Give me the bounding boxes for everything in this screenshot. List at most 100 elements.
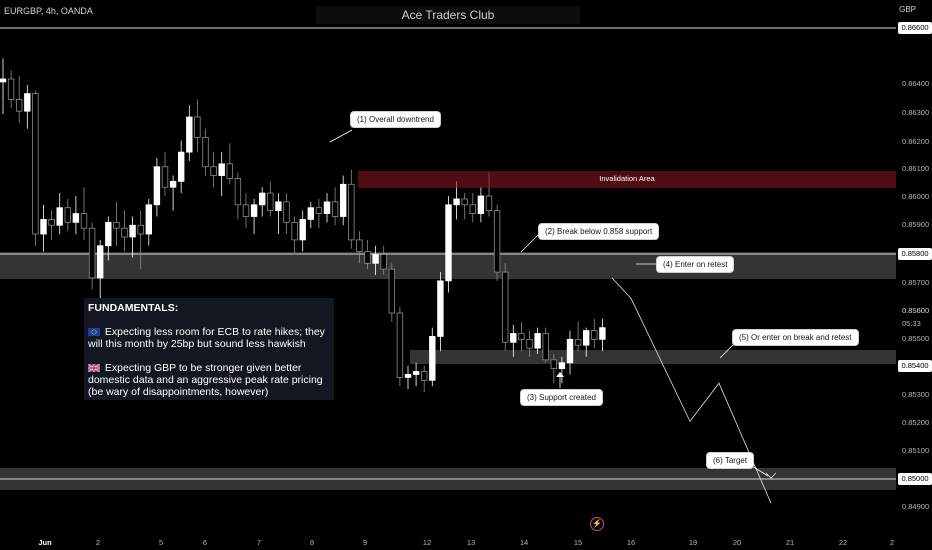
candle-body	[437, 280, 444, 337]
candle-body	[267, 192, 274, 212]
candle-body	[32, 93, 39, 235]
candle-body	[0, 78, 7, 83]
candle-body	[493, 210, 501, 273]
candle-body	[129, 224, 136, 238]
candle-body	[80, 213, 88, 229]
time-tick: 21	[785, 538, 795, 547]
time-tick: 12	[422, 538, 432, 547]
annotation-break-below[interactable]: (2) Break below 0.858 support	[538, 223, 660, 240]
candle-body	[169, 180, 177, 188]
time-tick: 15	[573, 538, 583, 547]
candle-body	[153, 166, 161, 206]
price-tick: 0.85300	[902, 390, 930, 399]
candle-body	[388, 268, 395, 314]
candle-body	[210, 166, 217, 176]
candle-body	[429, 336, 436, 381]
price-tick: 0.84900	[902, 502, 930, 511]
target-arrow-icon	[765, 472, 777, 479]
candle-body	[542, 333, 549, 361]
candle-body	[558, 362, 566, 370]
time-tick: 6	[202, 538, 208, 547]
candle-body	[315, 207, 323, 214]
candle-body	[453, 198, 460, 206]
invalidation-label: Invalidation Area	[599, 174, 655, 183]
flag-uk-icon	[88, 364, 100, 372]
candle-body	[145, 204, 152, 235]
time-tick: 7	[256, 538, 262, 547]
candle-body	[64, 207, 71, 223]
annotation-break-and-retest[interactable]: (5) Or enter on break and retest	[732, 329, 859, 346]
time-tick: 16	[626, 538, 636, 547]
candle-body	[461, 198, 468, 206]
candle-body	[88, 227, 96, 279]
candle-body	[40, 219, 47, 235]
invalidation-area: Invalidation Area	[358, 171, 896, 188]
price-tick: 0.86400	[902, 79, 930, 88]
candle-body	[72, 213, 80, 223]
bar-countdown: 05:33	[902, 319, 921, 328]
price-tag: 0.85400	[898, 360, 932, 372]
candle-body	[258, 192, 266, 206]
candle-body	[299, 219, 306, 241]
lightning-icon[interactable]: ⚡	[590, 517, 604, 531]
annotation-overall-downtrend[interactable]: (1) Overall downtrend	[350, 111, 441, 128]
price-axis[interactable]	[896, 0, 932, 550]
candle-body	[307, 207, 314, 220]
candle-body	[291, 221, 298, 241]
fundamentals-eur: Expecting less room for ECB to rate hike…	[88, 326, 325, 350]
price-tick: 0.85100	[902, 446, 930, 455]
candle-body	[177, 151, 185, 182]
callout-line-2	[520, 233, 540, 253]
time-tick: 19	[688, 538, 698, 547]
candle-body	[469, 204, 476, 214]
callout-line-1	[329, 129, 353, 143]
candle-body	[275, 201, 282, 212]
callout-arrow-3-icon	[556, 372, 564, 377]
candle-body	[526, 338, 533, 349]
candle-body	[445, 204, 452, 282]
annotation-enter-retest[interactable]: (4) Enter on retest	[656, 256, 735, 273]
candle-body	[566, 338, 574, 364]
candle-body	[348, 183, 355, 241]
annotation-support-created[interactable]: (3) Support created	[520, 389, 603, 406]
price-tick: 0.86300	[902, 108, 930, 117]
candle-body	[137, 224, 144, 235]
candle-body	[283, 201, 290, 223]
candle-body	[97, 245, 104, 279]
candle-body	[518, 333, 525, 340]
price-tick: 0.85600	[902, 306, 930, 315]
price-tick: 0.85500	[902, 334, 930, 343]
time-tick: 5	[158, 538, 164, 547]
candle-body	[412, 371, 420, 375]
fundamentals-box: FUNDAMENTALS: Expecting less room for EC…	[84, 298, 334, 400]
fundamentals-gbp: Expecting GBP to be stronger given bette…	[88, 362, 323, 398]
projection-path	[611, 277, 772, 504]
candle-body	[250, 204, 258, 217]
annotation-target[interactable]: (6) Target	[706, 452, 755, 469]
callout-line-6	[751, 465, 769, 477]
candle-body	[194, 116, 201, 138]
candle-body	[372, 254, 379, 264]
candle-body	[534, 333, 541, 349]
symbol-header: EURGBP, 4h, OANDA	[4, 6, 93, 16]
price-tag: 0.85000	[898, 473, 932, 485]
time-tick: 9	[362, 538, 368, 547]
candle-body	[202, 137, 209, 168]
candle-body	[226, 163, 233, 179]
time-tick: 2	[95, 538, 101, 547]
candle-body	[218, 163, 225, 176]
candle-body	[510, 333, 517, 343]
candle-body	[550, 359, 557, 370]
candle-body	[501, 271, 509, 343]
price-tick: 0.85700	[902, 278, 930, 287]
candle-body	[380, 254, 387, 270]
candles	[0, 58, 606, 393]
candle-body	[420, 371, 428, 381]
last-price-label: 0.85600	[902, 306, 930, 315]
time-tick: 22	[838, 538, 848, 547]
price-tag: 0.86600	[898, 22, 932, 34]
candle-body	[599, 327, 606, 340]
candle-body	[331, 201, 339, 217]
candle-body	[234, 178, 242, 206]
